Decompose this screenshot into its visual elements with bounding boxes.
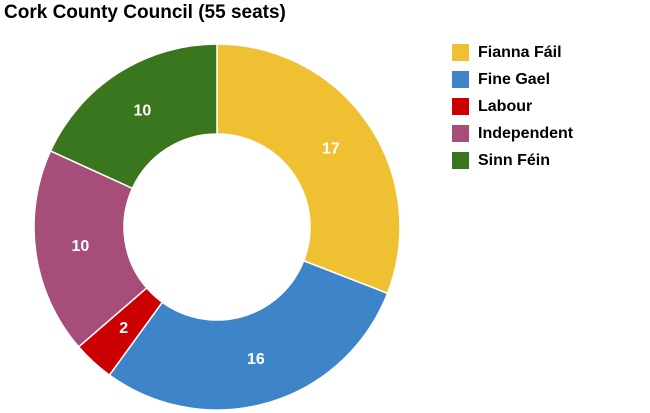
legend-item-fianna-fail: Fianna Fáil bbox=[452, 39, 573, 66]
legend-item-fine-gael: Fine Gael bbox=[452, 66, 573, 93]
slice-independent bbox=[33, 149, 148, 348]
data-label-independent: 10 bbox=[72, 238, 90, 255]
data-labels: 17 16 2 10 10 bbox=[72, 102, 340, 368]
data-label-fine-gael: 16 bbox=[247, 351, 265, 368]
data-label-sinn-fein: 10 bbox=[133, 102, 151, 119]
legend-label: Fine Gael bbox=[478, 70, 551, 88]
legend-label: Fianna Fáil bbox=[478, 43, 562, 61]
slice-fianna-fail bbox=[216, 43, 401, 295]
legend-item-independent: Independent bbox=[452, 120, 573, 147]
chart-title: Cork County Council (55 seats) bbox=[4, 2, 286, 23]
legend-item-labour: Labour bbox=[452, 93, 573, 120]
legend-swatch bbox=[452, 98, 469, 115]
legend-swatch bbox=[452, 44, 469, 61]
slices bbox=[33, 43, 401, 411]
legend-label: Independent bbox=[478, 124, 574, 142]
legend-swatch bbox=[452, 125, 469, 142]
legend-label: Labour bbox=[478, 97, 533, 115]
data-label-labour: 2 bbox=[119, 320, 128, 337]
legend-label: Sinn Féin bbox=[478, 151, 550, 169]
legend-swatch bbox=[452, 71, 469, 88]
legend-swatch bbox=[452, 152, 469, 169]
data-label-fianna-fail: 17 bbox=[322, 141, 340, 158]
slice-sinn-fein bbox=[49, 43, 218, 190]
slice-fine-gael bbox=[108, 259, 389, 411]
legend-item-sinn-fein: Sinn Féin bbox=[452, 147, 573, 174]
legend: Fianna Fáil Fine Gael Labour Independent Sin… bbox=[452, 39, 573, 174]
